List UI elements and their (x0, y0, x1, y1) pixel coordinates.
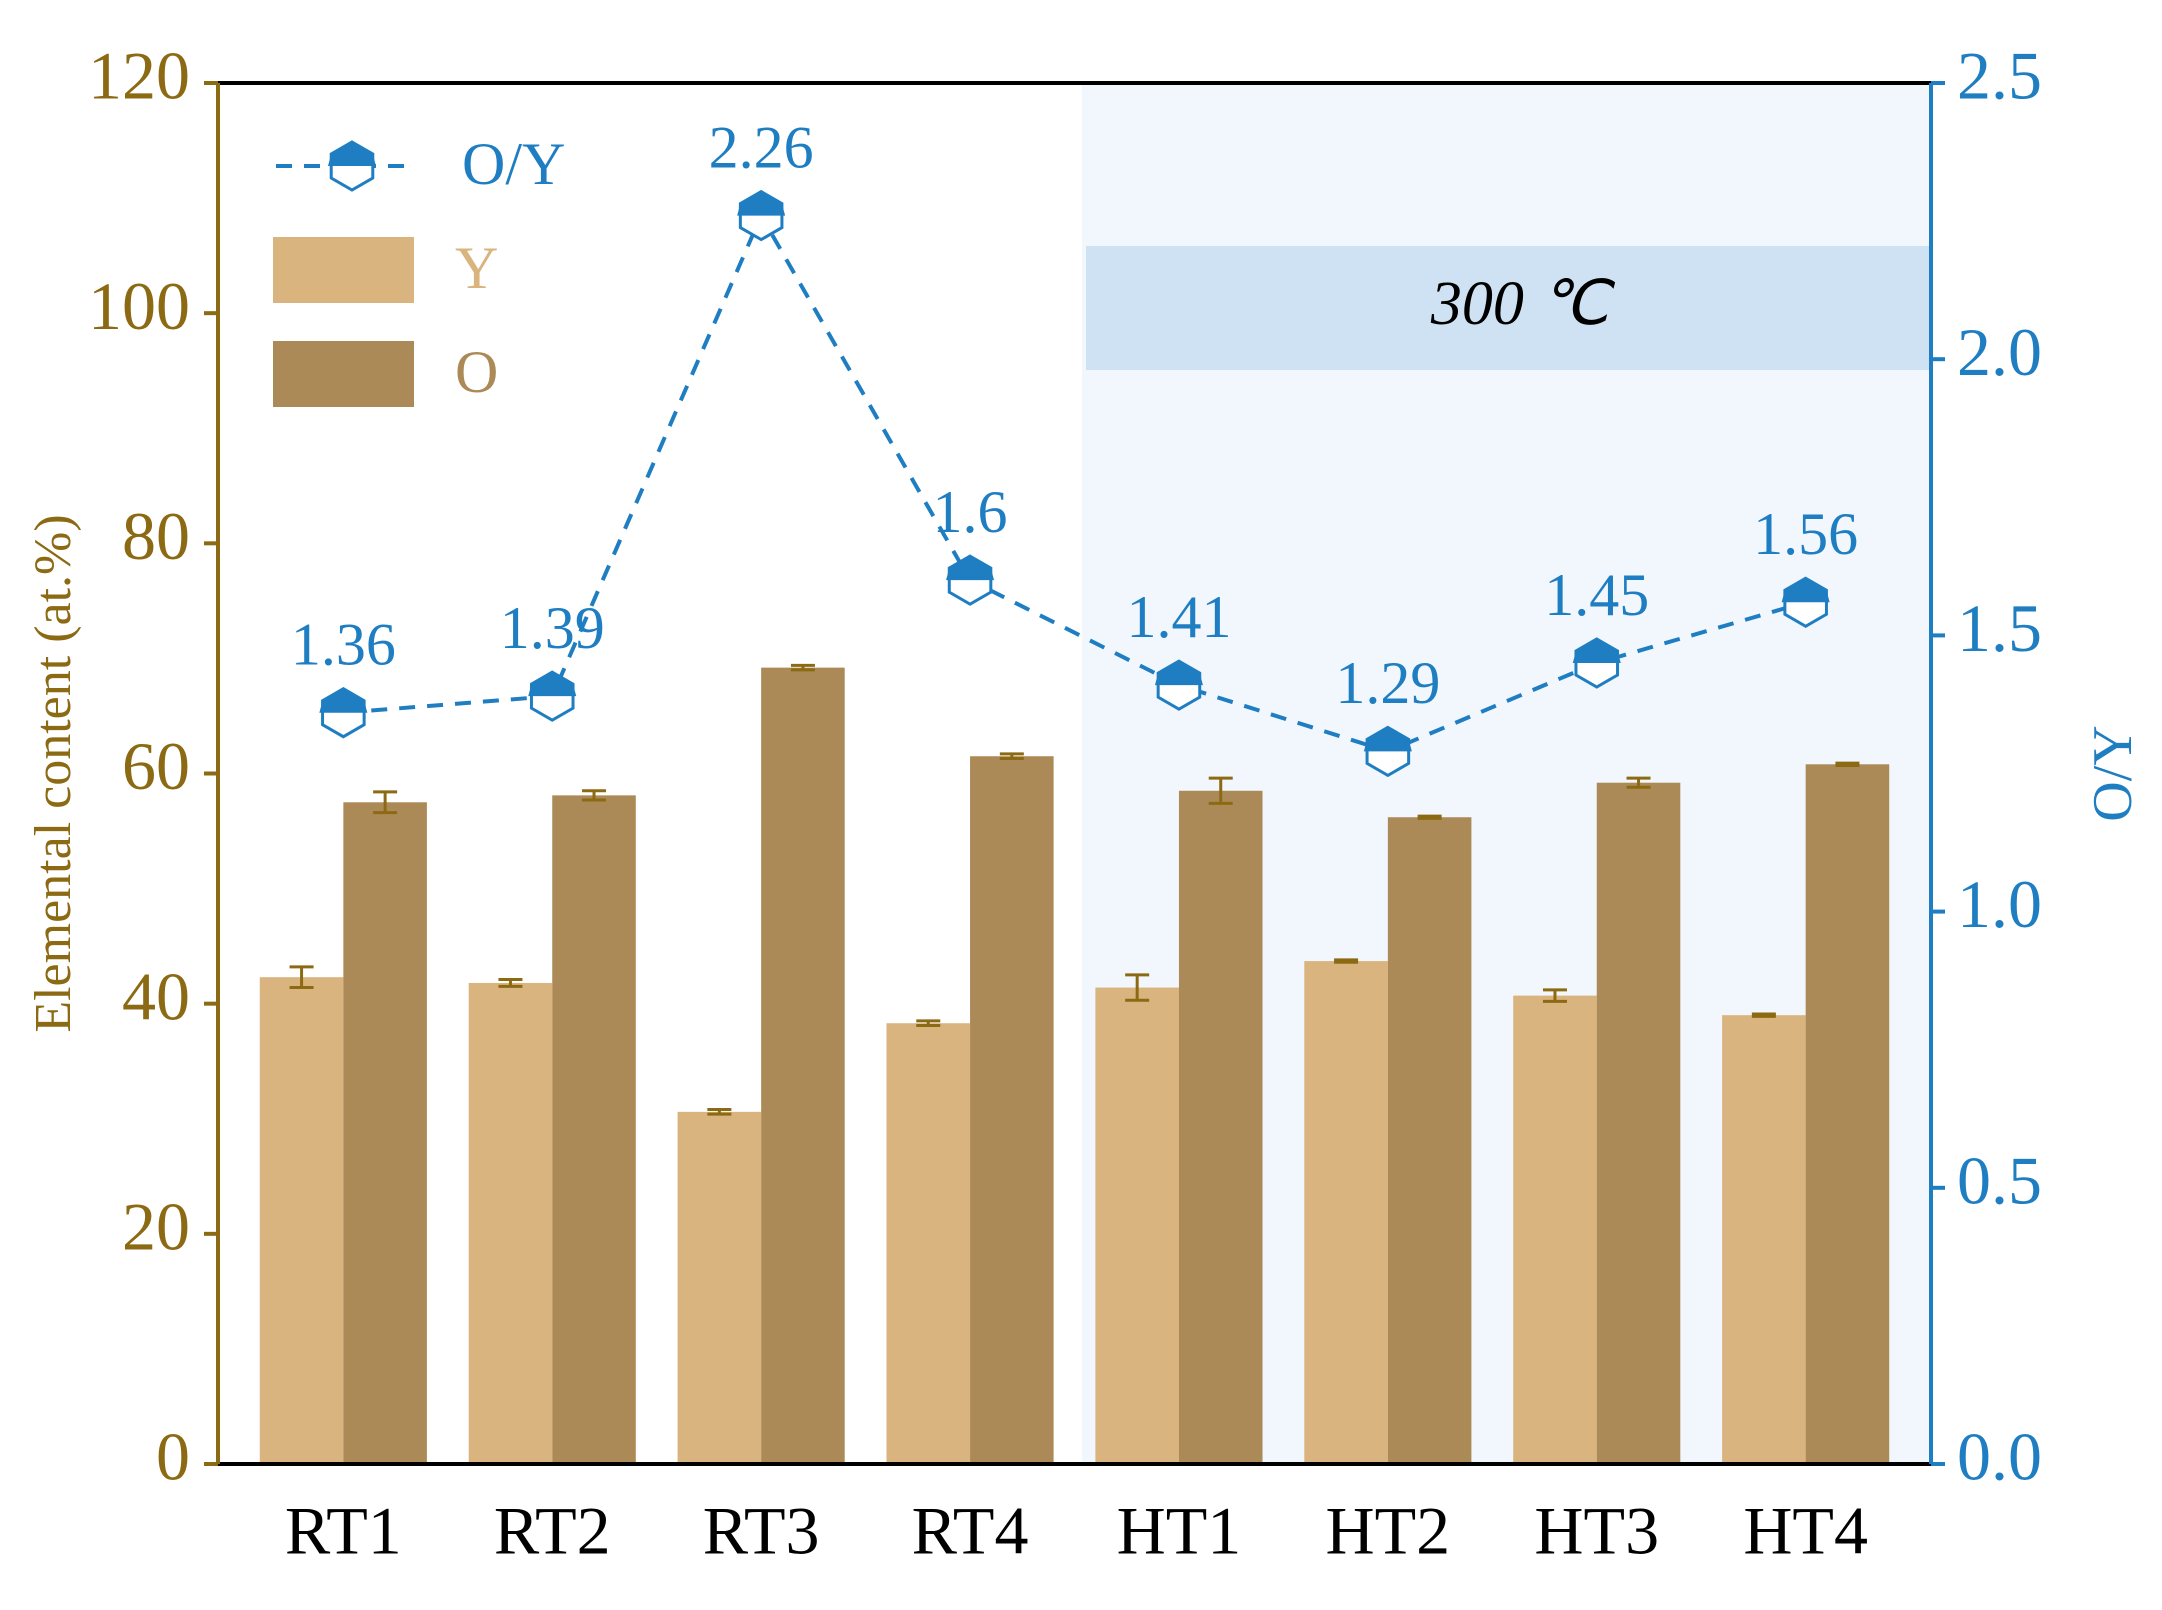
bar (1596, 782, 1681, 1464)
y-tick-label: 40 (122, 958, 190, 1034)
data-label: 1.6 (933, 479, 1008, 545)
bar (468, 982, 553, 1464)
x-tick-label: RT4 (912, 1493, 1029, 1569)
line (343, 211, 1807, 754)
bar (259, 977, 344, 1464)
error-bar (1125, 973, 1150, 1002)
error-bar (373, 790, 398, 815)
bar (1722, 1015, 1806, 1464)
error-bar (1542, 988, 1567, 1003)
bar (1387, 817, 1472, 1464)
legend-label: Y (455, 235, 498, 301)
error-bar (498, 977, 523, 988)
line-marker (1572, 637, 1621, 689)
error-bar (790, 663, 815, 672)
y2-tick-label: 1.0 (1957, 866, 2042, 942)
y2-axis-title: O/Y (2082, 725, 2144, 821)
y-tick-label: 100 (88, 268, 190, 344)
x-tick-label: RT1 (285, 1493, 402, 1569)
data-label: 1.56 (1753, 501, 1858, 567)
line-marker (946, 554, 995, 606)
y2-tick-label: 0.0 (1957, 1419, 2042, 1495)
error-bar (1626, 776, 1651, 789)
y2-tick-label: 0.5 (1957, 1142, 2042, 1218)
line-marker (1781, 576, 1830, 628)
data-label: 1.39 (500, 595, 605, 661)
bar (343, 802, 427, 1464)
bar (970, 756, 1054, 1464)
y2-tick-label: 2.0 (1957, 314, 2042, 390)
line-marker (319, 687, 368, 739)
legend-swatch (273, 237, 414, 303)
y-tick-label: 20 (122, 1188, 190, 1264)
data-label: 1.41 (1126, 584, 1231, 650)
bar (1304, 961, 1388, 1464)
error-bar (1835, 761, 1860, 767)
y2-tick-label: 2.5 (1957, 38, 2042, 114)
error-bar (1417, 814, 1442, 820)
error-bar (916, 1019, 941, 1028)
y-tick-label: 80 (122, 498, 190, 574)
legend-label: O/Y (462, 131, 565, 197)
legend-swatch (273, 341, 414, 407)
x-tick-label: HT1 (1117, 1493, 1242, 1569)
x-tick-label: HT3 (1534, 1493, 1659, 1569)
bar (1805, 764, 1890, 1464)
x-tick-label: HT2 (1326, 1493, 1451, 1569)
error-bar (1751, 1012, 1776, 1018)
annotation-band (1086, 246, 1931, 370)
bar (1178, 790, 1263, 1464)
error-bar (707, 1108, 732, 1116)
error-bar (289, 965, 314, 990)
error-bar (1208, 776, 1233, 805)
y-tick-label: 120 (88, 38, 190, 114)
data-label: 2.26 (709, 114, 814, 180)
y-axis-title: Elemental content (at.%) (25, 514, 82, 1032)
bar (552, 795, 636, 1464)
x-tick-label: HT4 (1743, 1493, 1868, 1569)
y-tick-label: 0 (156, 1419, 190, 1495)
line-marker (528, 670, 577, 722)
error-bar (582, 789, 607, 802)
data-label: 1.45 (1544, 562, 1649, 628)
line-marker (1154, 659, 1203, 711)
data-label: 1.29 (1335, 650, 1440, 716)
annotation: 300 ℃ (1430, 270, 1616, 338)
bar (1513, 995, 1597, 1464)
x-tick-label: RT3 (703, 1493, 820, 1569)
y2-tick-label: 1.5 (1957, 590, 2042, 666)
line-marker (737, 189, 786, 242)
error-bar (1334, 958, 1359, 964)
bar (761, 667, 845, 1464)
x-tick-label: RT2 (494, 1493, 611, 1569)
error-bar (999, 752, 1024, 761)
data-label: 1.36 (291, 612, 396, 678)
line-marker (1363, 725, 1412, 778)
y-tick-label: 60 (122, 728, 190, 804)
bar (1095, 987, 1179, 1464)
bar (677, 1111, 762, 1464)
bar (886, 1023, 971, 1464)
legend-label: O (455, 339, 498, 405)
legend-marker (328, 140, 376, 192)
